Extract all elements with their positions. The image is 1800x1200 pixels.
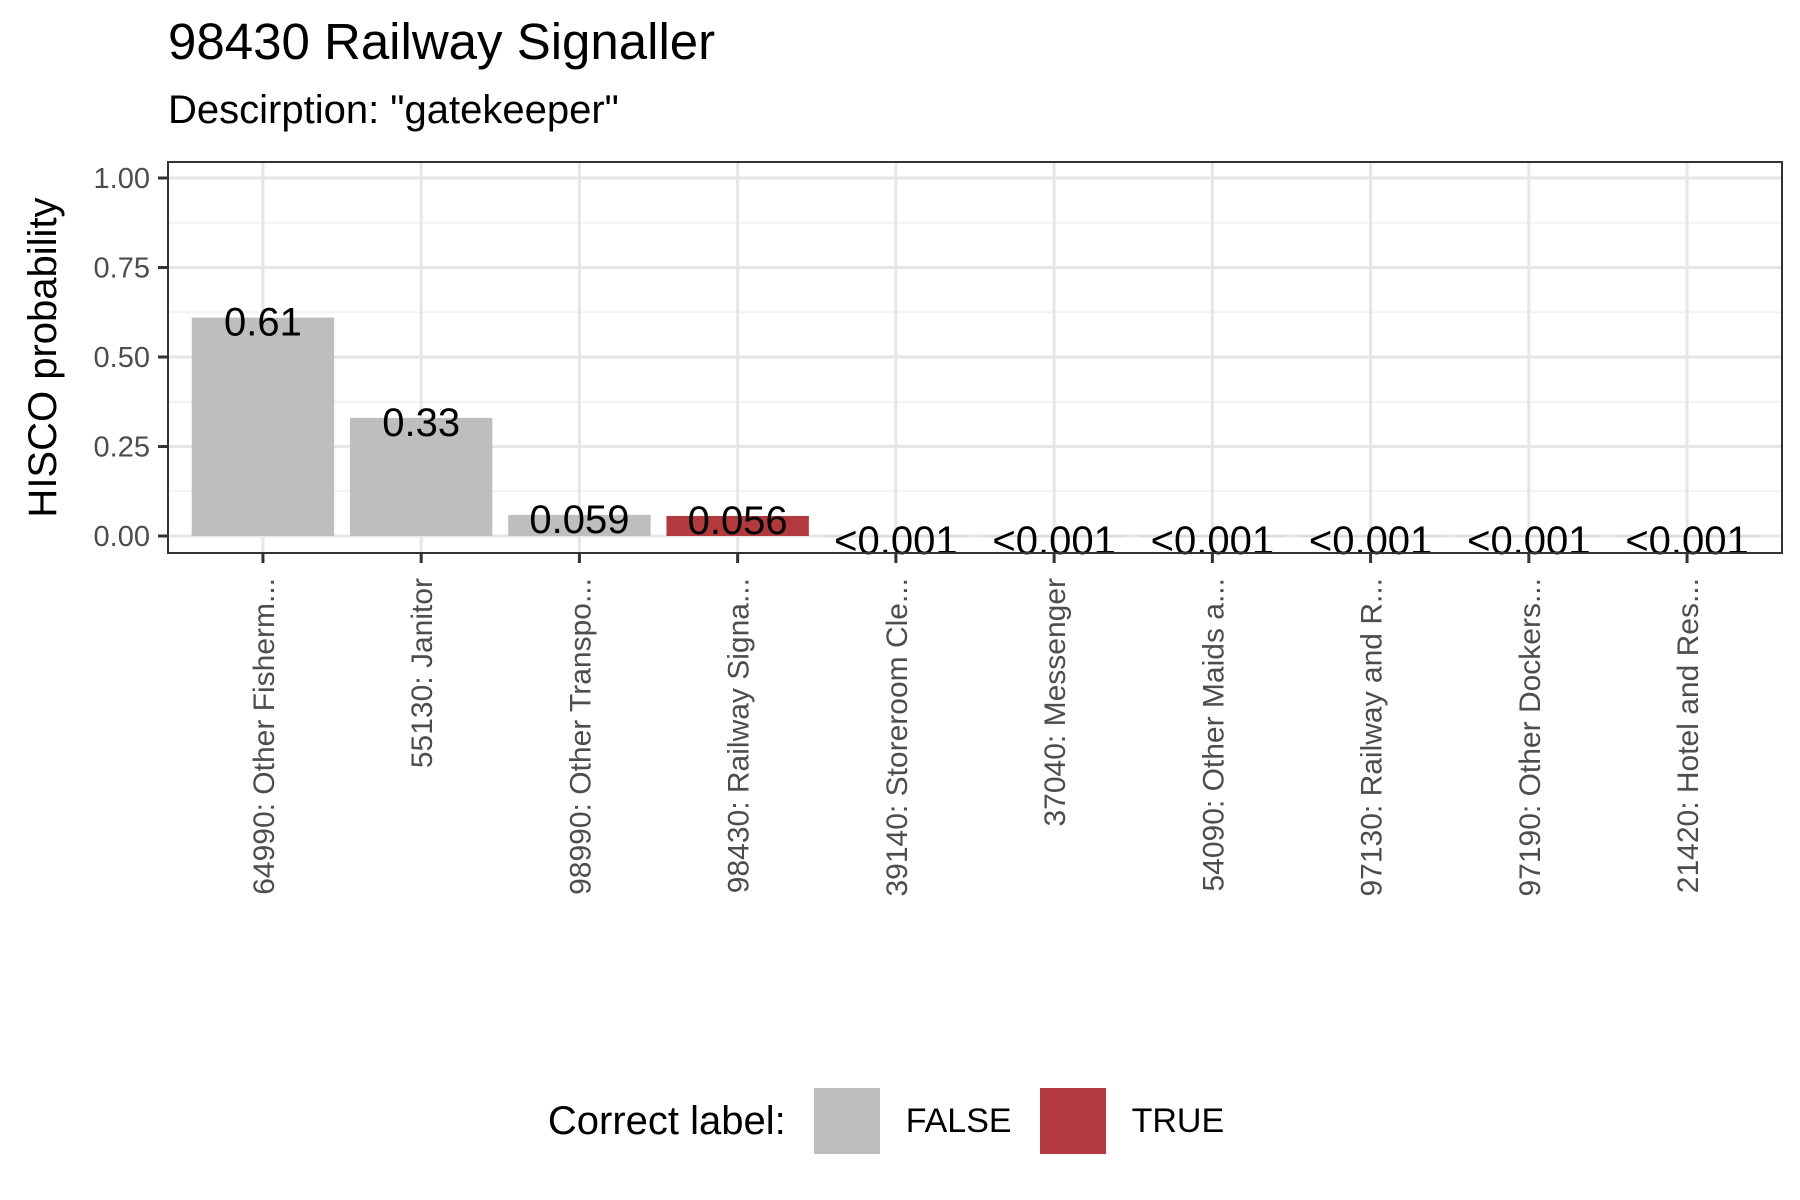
x-tick-label: 98990: Other Transpo...: [564, 578, 597, 895]
legend-label-true: TRUE: [1131, 1101, 1225, 1140]
data-label: 0.33: [382, 401, 460, 445]
data-label: 0.059: [529, 498, 629, 542]
chart-title: 98430 Railway Signaller: [168, 13, 716, 70]
bar: [1457, 535, 1601, 537]
bar: [508, 514, 651, 536]
bar: [349, 417, 493, 536]
bar: [666, 515, 809, 536]
legend-item-true: TRUE: [1039, 1088, 1225, 1154]
legend: Correct label: FALSE TRUE: [0, 1086, 1800, 1156]
y-tick-label: 0.25: [94, 432, 150, 464]
y-tick-label: 1.00: [94, 163, 150, 195]
y-axis-title: HISCO probability: [21, 197, 65, 517]
bar-chart: 0.610.330.059 0.056 <0.001 <0.001 <0.001 <0.0…: [21, 161, 1783, 897]
bar: [1299, 535, 1442, 537]
y-tick-label: 0.50: [94, 342, 150, 374]
data-label: 0.056: [688, 499, 788, 543]
legend-title: Correct label:: [547, 1098, 786, 1143]
x-tick-label: 97190: Other Dockers...: [1514, 578, 1547, 897]
y-tick-label: 0.00: [94, 521, 150, 553]
data-label: 0.61: [224, 301, 302, 345]
legend-swatch-true: [1039, 1088, 1106, 1154]
x-tick-label: 37040: Messenger: [1039, 578, 1072, 827]
x-tick-label: 21420: Hotel and Res...: [1672, 578, 1705, 893]
legend-swatch-false: [813, 1088, 880, 1154]
bar: [1141, 535, 1284, 537]
x-tick-label: 98430: Railway Signa...: [723, 578, 756, 893]
x-tick-label: 39140: Storeroom Cle...: [881, 578, 914, 897]
legend-label-false: FALSE: [905, 1101, 1012, 1140]
bar: [982, 535, 1126, 537]
x-tick-label: 97130: Railway and R...: [1356, 578, 1389, 897]
legend-item-false: FALSE: [813, 1088, 1012, 1154]
bar: [1615, 535, 1759, 537]
bar: [191, 317, 335, 536]
chart-subtitle: Descirption: "gatekeeper": [168, 88, 619, 132]
y-tick-label: 0.75: [94, 253, 150, 285]
x-tick-label: 55130: Janitor: [406, 578, 439, 768]
x-tick-label: 64990: Other Fisherm...: [248, 578, 281, 895]
x-tick-label: 54090: Other Maids a...: [1197, 578, 1230, 892]
bar: [824, 535, 968, 537]
